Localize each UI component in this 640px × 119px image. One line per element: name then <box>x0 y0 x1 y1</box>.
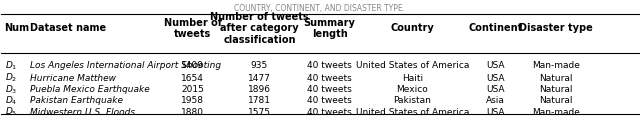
Text: USA: USA <box>486 108 504 117</box>
Text: $D_3$: $D_3$ <box>4 83 17 96</box>
Text: Natural: Natural <box>539 85 573 94</box>
Text: Los Angeles International Airport Shooting: Los Angeles International Airport Shooti… <box>30 61 221 70</box>
Text: Natural: Natural <box>539 74 573 82</box>
Text: 40 tweets: 40 tweets <box>307 108 352 117</box>
Text: 935: 935 <box>251 61 268 70</box>
Text: USA: USA <box>486 74 504 82</box>
Text: 1958: 1958 <box>181 96 204 105</box>
Text: Haiti: Haiti <box>402 74 423 82</box>
Text: Summary
length: Summary length <box>303 17 355 39</box>
Text: Natural: Natural <box>539 96 573 105</box>
Text: 1409: 1409 <box>181 61 204 70</box>
Text: $D_4$: $D_4$ <box>4 95 17 107</box>
Text: 1654: 1654 <box>181 74 204 82</box>
Text: United States of America: United States of America <box>356 108 469 117</box>
Text: 1880: 1880 <box>181 108 204 117</box>
Text: Number of tweets
after category
classification: Number of tweets after category classifi… <box>210 12 308 45</box>
Text: Dataset name: Dataset name <box>30 23 106 33</box>
Text: Mexico: Mexico <box>397 85 428 94</box>
Text: $D_5$: $D_5$ <box>4 106 17 118</box>
Text: Man-made: Man-made <box>532 108 580 117</box>
Text: Num: Num <box>4 23 29 33</box>
Text: Hurricane Matthew: Hurricane Matthew <box>30 74 116 82</box>
Text: Disaster type: Disaster type <box>519 23 593 33</box>
Text: Pakistan: Pakistan <box>394 96 431 105</box>
Text: 2015: 2015 <box>181 85 204 94</box>
Text: USA: USA <box>486 61 504 70</box>
Text: 1477: 1477 <box>248 74 271 82</box>
Text: USA: USA <box>486 85 504 94</box>
Text: Man-made: Man-made <box>532 61 580 70</box>
Text: 40 tweets: 40 tweets <box>307 96 352 105</box>
Text: United States of America: United States of America <box>356 61 469 70</box>
Text: COUNTRY, CONTINENT, AND DISASTER TYPE.: COUNTRY, CONTINENT, AND DISASTER TYPE. <box>234 5 406 13</box>
Text: 40 tweets: 40 tweets <box>307 85 352 94</box>
Text: 40 tweets: 40 tweets <box>307 61 352 70</box>
Text: Country: Country <box>390 23 435 33</box>
Text: $D_1$: $D_1$ <box>4 59 17 72</box>
Text: Puebla Mexico Earthquake: Puebla Mexico Earthquake <box>30 85 150 94</box>
Text: Number of
tweets: Number of tweets <box>164 17 221 39</box>
Text: 40 tweets: 40 tweets <box>307 74 352 82</box>
Text: 1575: 1575 <box>248 108 271 117</box>
Text: 1781: 1781 <box>248 96 271 105</box>
Text: Continent: Continent <box>468 23 522 33</box>
Text: $D_2$: $D_2$ <box>4 72 17 84</box>
Text: Pakistan Earthquake: Pakistan Earthquake <box>30 96 123 105</box>
Text: 1896: 1896 <box>248 85 271 94</box>
Text: Asia: Asia <box>486 96 505 105</box>
Text: Midwestern U.S. Floods: Midwestern U.S. Floods <box>30 108 135 117</box>
